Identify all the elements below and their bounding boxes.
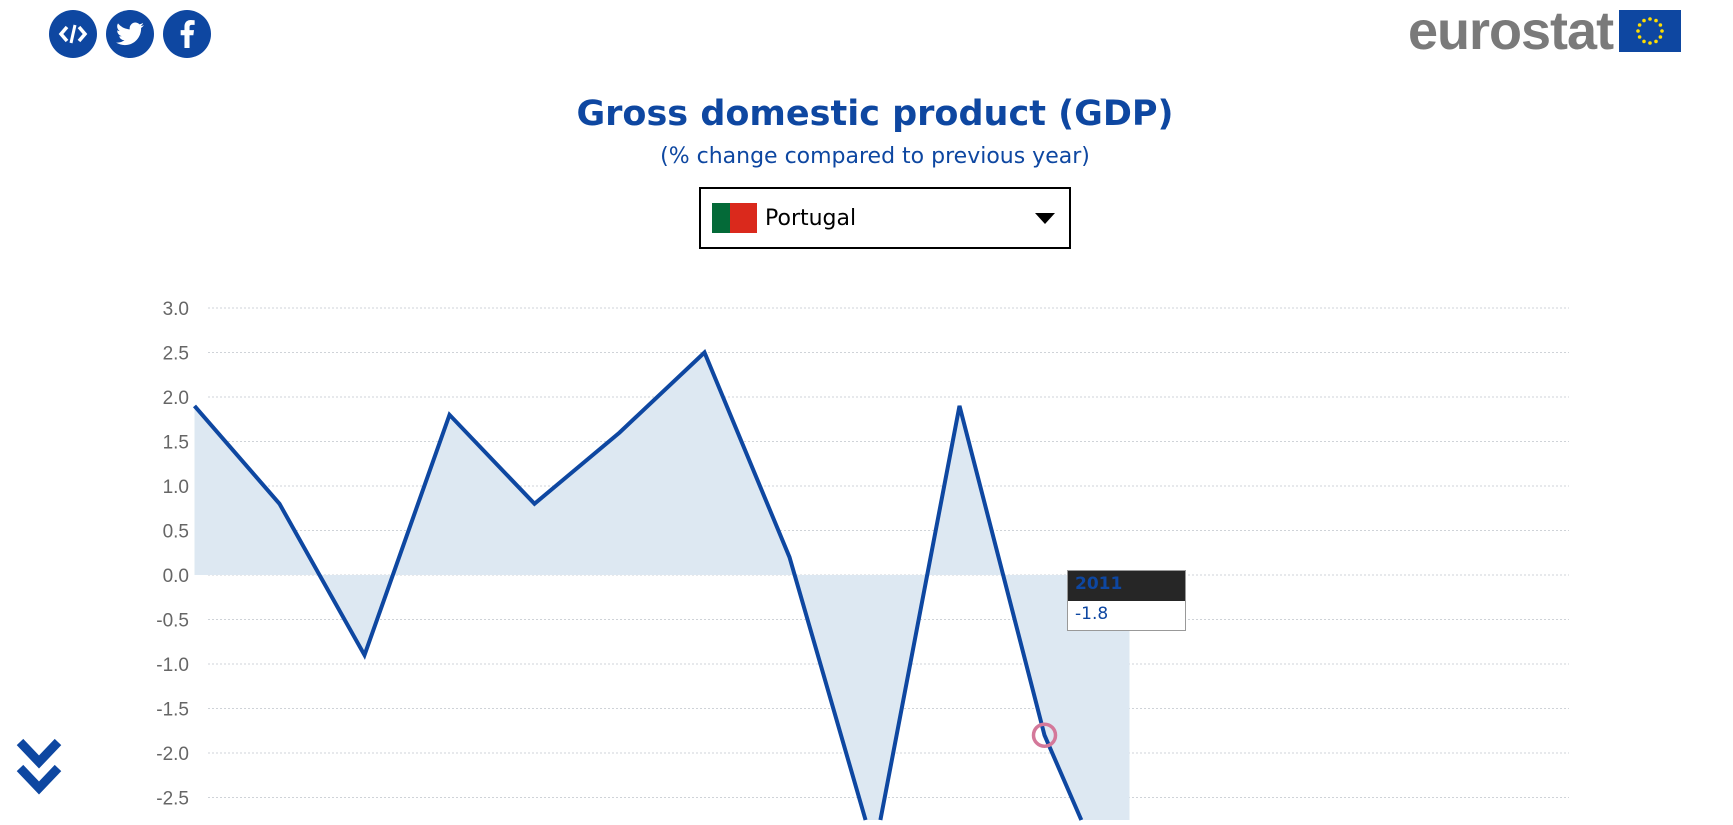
portugal-flag-icon bbox=[712, 203, 757, 233]
y-tick-label: 2.0 bbox=[163, 388, 189, 409]
hover-marker bbox=[1031, 722, 1058, 748]
eu-star bbox=[1658, 23, 1663, 27]
eu-star bbox=[1648, 41, 1652, 45]
eu-star bbox=[1654, 39, 1658, 44]
page-title: Gross domestic product (GDP) bbox=[576, 94, 1174, 134]
twitter-icon[interactable] bbox=[106, 10, 154, 58]
facebook-icon[interactable] bbox=[163, 10, 211, 58]
tooltip-value: -1.8 bbox=[1075, 604, 1109, 624]
share-buttons bbox=[49, 10, 211, 58]
y-tick-label: -1.0 bbox=[156, 655, 189, 676]
scroll-down-button[interactable] bbox=[16, 738, 62, 796]
y-tick-label: 1.0 bbox=[163, 477, 189, 498]
eu-star bbox=[1642, 18, 1646, 23]
y-tick-label: 0.5 bbox=[163, 522, 189, 543]
country-select[interactable]: Portugal bbox=[699, 187, 1071, 249]
tooltip-year: 2011 bbox=[1068, 571, 1185, 601]
country-select-value: Portugal bbox=[765, 205, 857, 231]
chevron-down-icon bbox=[1035, 213, 1055, 224]
y-tick-label: -2.0 bbox=[156, 744, 189, 765]
eu-star bbox=[1658, 35, 1663, 39]
tooltip: 2011 -1.8 bbox=[1067, 570, 1186, 631]
y-tick-label: -2.5 bbox=[156, 789, 189, 810]
eu-star bbox=[1660, 29, 1664, 33]
y-tick-label: 3.0 bbox=[163, 299, 189, 320]
logo-wordmark: eurostat bbox=[1408, 1, 1614, 61]
eu-star bbox=[1637, 23, 1642, 27]
eu-flag-icon bbox=[1619, 10, 1682, 52]
series-line bbox=[192, 349, 1084, 821]
eu-star bbox=[1648, 17, 1652, 21]
double-chevron-down-icon bbox=[16, 738, 62, 795]
embed-code-icon[interactable] bbox=[49, 10, 97, 58]
page-subtitle: (% change compared to previous year) bbox=[660, 144, 1090, 169]
eu-star bbox=[1636, 29, 1640, 33]
y-tick-label: 2.5 bbox=[163, 344, 189, 365]
y-tick-label: -1.5 bbox=[156, 700, 189, 721]
eu-star bbox=[1642, 39, 1646, 44]
y-tick-label: 0.0 bbox=[163, 566, 189, 587]
y-tick-label: 1.5 bbox=[163, 433, 189, 454]
y-tick-label: -0.5 bbox=[156, 611, 189, 632]
eu-star bbox=[1654, 18, 1658, 23]
area-fill bbox=[194, 352, 1130, 820]
eurostat-logo: eurostat bbox=[1408, 1, 1682, 61]
eu-star bbox=[1637, 35, 1642, 39]
